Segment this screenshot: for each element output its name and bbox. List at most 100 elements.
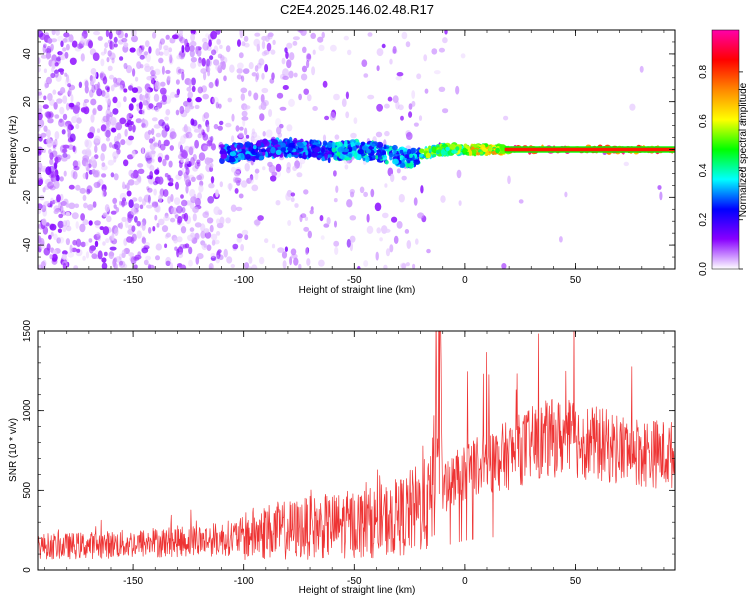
spectrogram-cell <box>168 160 173 168</box>
spectrogram-cell <box>179 144 183 153</box>
spectrogram-cell <box>195 96 202 103</box>
spectrogram-cell <box>245 151 251 155</box>
spectrogram-cell <box>207 196 215 204</box>
spectrogram-cell <box>102 212 108 218</box>
x-tick-label: 50 <box>570 576 582 587</box>
spectrogram-cell <box>353 117 358 124</box>
spectrogram-x-ticks: -150 -100 -50 0 50 <box>44 30 665 286</box>
spectrogram-cell <box>304 216 309 221</box>
spectrogram-cell <box>281 251 288 259</box>
spectrogram-cell <box>202 93 209 100</box>
spectrogram-cell <box>449 143 457 150</box>
spectrogram-cell <box>201 242 208 251</box>
spectrogram-cell <box>118 260 126 268</box>
spectrogram-cell <box>68 102 75 108</box>
spectrogram-cell <box>190 61 197 69</box>
spectrogram-cell <box>265 129 273 138</box>
spectrogram-cell <box>395 100 400 110</box>
spectrogram-cell <box>90 114 95 123</box>
spectrogram-cell <box>76 117 82 124</box>
spectrogram-cell <box>154 106 160 113</box>
spectrogram-cell <box>226 256 233 264</box>
spectrogram-cell <box>290 197 295 203</box>
spectrogram-cell <box>287 147 294 152</box>
spectrogram-cell <box>201 57 206 67</box>
spectrogram-cell <box>408 162 414 169</box>
spectrogram-cell <box>342 148 350 153</box>
spectrogram-cell <box>42 44 47 54</box>
spectrogram-cell <box>306 59 310 69</box>
spectrogram-cell <box>208 263 214 269</box>
spectrogram-cell <box>60 69 64 75</box>
spectrogram-cell <box>38 203 43 210</box>
spectrogram-cell <box>184 243 190 249</box>
spectrogram-cell <box>44 178 52 186</box>
spectrogram-cell <box>286 124 293 132</box>
spectrogram-cell <box>385 248 391 257</box>
spectrogram-cell <box>299 158 306 165</box>
spectrogram-cell <box>166 75 171 81</box>
spectrogram-cell <box>217 53 223 59</box>
spectrogram-cell <box>67 144 74 150</box>
spectrogram-cell <box>123 159 129 167</box>
spectrogram-cell <box>48 165 55 173</box>
spectrogram-cell <box>176 88 180 96</box>
spectrogram-cell <box>153 141 158 146</box>
spectrogram-cell <box>261 87 269 94</box>
spectrogram-cell <box>211 239 216 246</box>
colorbar-tick-label: 0.2 <box>698 212 709 226</box>
spectrogram-cell <box>76 101 81 107</box>
spectrogram-cell <box>127 154 134 160</box>
spectrogram-cell <box>254 32 261 37</box>
spectrogram-cell <box>292 165 298 172</box>
spectrogram-cell <box>125 65 133 74</box>
spectrogram-cell <box>55 57 61 65</box>
spectrogram-cell <box>176 205 183 214</box>
spectrogram-cell <box>264 238 269 244</box>
spectrogram-cell <box>45 129 51 138</box>
spectrogram-cell <box>192 165 199 172</box>
spectrogram-cell <box>343 35 349 41</box>
spectrogram-cell <box>119 84 123 91</box>
spectrogram-cell <box>124 129 128 137</box>
spectrogram-cell <box>286 42 293 49</box>
spectrogram-cell <box>327 156 331 164</box>
spectrogram-cell <box>298 93 302 101</box>
spectrogram-cell <box>47 37 53 44</box>
spectrogram-cell <box>253 38 261 47</box>
spectrogram-cell <box>401 175 407 181</box>
spectrogram-cell <box>161 94 167 103</box>
spectrogram-cell <box>75 238 82 247</box>
spectrogram-cell <box>198 173 205 181</box>
spectrogram-cell <box>232 176 239 184</box>
spectrogram-cell <box>189 189 196 198</box>
spectrogram-cell <box>124 32 128 38</box>
spectrogram-cell <box>112 197 118 204</box>
spectrogram-cell <box>231 135 235 143</box>
spectrogram-cell <box>158 194 163 203</box>
spectrogram-cell <box>262 151 266 156</box>
spectrogram-cell <box>160 143 166 151</box>
spectrogram-cell <box>231 166 236 173</box>
spectrogram-cell <box>216 231 221 236</box>
spectrogram-cell <box>146 75 154 81</box>
spectrogram-cell <box>38 136 43 142</box>
spectrogram-cell <box>376 103 383 112</box>
spectrogram-cell <box>155 255 160 261</box>
spectrogram-cell <box>287 220 292 226</box>
spectrogram-cell <box>396 221 403 229</box>
spectrogram-cell <box>169 131 177 140</box>
spectrogram-cell <box>244 234 249 241</box>
spectrogram-cell <box>300 30 307 36</box>
spectrogram-cell <box>41 204 47 213</box>
colorbar: 0.0 0.2 0.4 0.6 0.8 Normalized spectral ampl… <box>698 29 749 276</box>
spectrogram-cell <box>219 181 223 188</box>
spectrogram-cell <box>225 217 231 224</box>
spectrogram-cell <box>86 188 91 195</box>
spectrogram-cell <box>61 253 67 260</box>
spectrogram-cell <box>217 65 223 74</box>
spectrogram-y-label: Frequency (Hz) <box>8 116 19 185</box>
spectrogram-cell <box>92 72 97 79</box>
spectrogram-cell <box>406 163 410 168</box>
spectrogram-cell <box>375 155 379 160</box>
